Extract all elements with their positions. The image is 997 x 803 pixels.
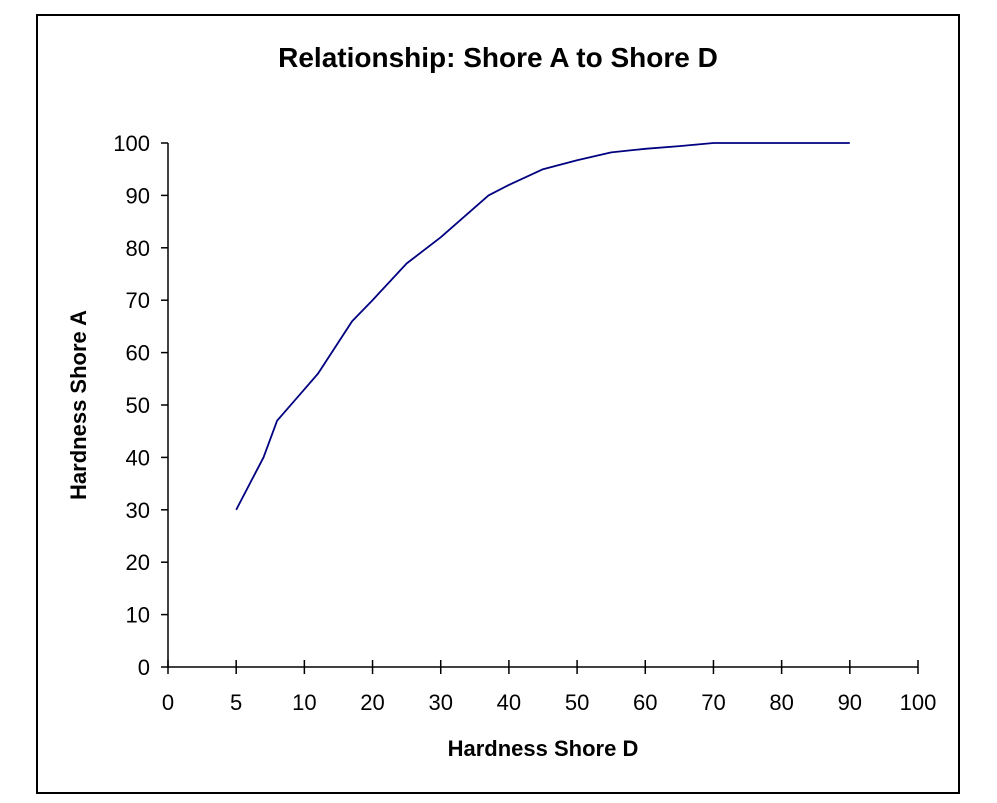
axes: [167, 143, 918, 668]
x-tick-label: 5: [230, 690, 242, 715]
chart-frame: [36, 14, 960, 794]
x-tick-label: 50: [565, 690, 589, 715]
y-tick-label: 50: [126, 393, 150, 418]
x-tick-label: 80: [769, 690, 793, 715]
x-tick-label: 20: [360, 690, 384, 715]
y-tick-label: 90: [126, 183, 150, 208]
y-tick-label: 60: [126, 341, 150, 366]
x-tick-label: 60: [633, 690, 657, 715]
y-tick-label: 70: [126, 288, 150, 313]
x-tick-label: 0: [162, 690, 174, 715]
y-tick-label: 100: [113, 131, 150, 156]
chart-title: Relationship: Shore A to Shore D: [278, 42, 718, 73]
y-tick-label: 30: [126, 498, 150, 523]
x-tick-label: 40: [497, 690, 521, 715]
y-tick-label: 20: [126, 550, 150, 575]
y-axis-title: Hardness Shore A: [66, 310, 91, 500]
x-tick-label: 90: [838, 690, 862, 715]
y-tick-label: 40: [126, 445, 150, 470]
y-tick-label: 80: [126, 236, 150, 261]
series-layer: [235, 142, 850, 511]
ticks: 0 10 20 30 40 50 60 70 80 90 100 0 5 10 20 30 40 50 60 70 80…: [113, 131, 936, 715]
x-tick-label: 70: [701, 690, 725, 715]
y-tick-label: 10: [126, 603, 150, 628]
y-tick-label: 0: [138, 655, 150, 680]
x-tick-label: 30: [428, 690, 452, 715]
x-tick-label: 100: [900, 690, 937, 715]
x-axis-title: Hardness Shore D: [448, 736, 639, 761]
x-tick-label: 10: [292, 690, 316, 715]
series-line: [235, 142, 850, 511]
